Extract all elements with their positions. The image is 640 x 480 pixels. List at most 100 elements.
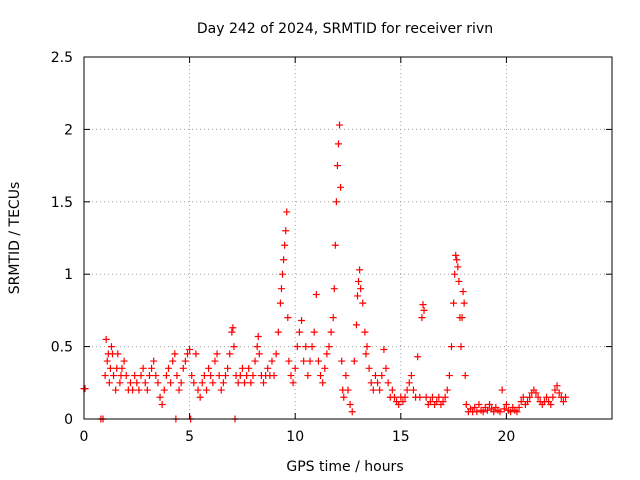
data-point [450,299,458,307]
data-point [517,398,525,406]
chart-title: Day 242 of 2024, SRMTID for receiver riv… [197,21,493,37]
data-point [532,389,540,397]
data-point [439,398,447,406]
data-point [260,379,268,387]
data-point [198,379,206,387]
data-point [420,306,428,314]
data-point [502,401,510,409]
data-point [277,285,285,293]
data-point [241,379,249,387]
data-point [362,350,370,358]
data-point [457,343,465,351]
y-tick-label: 0 [64,412,73,428]
data-point [382,364,390,372]
data-point [327,328,335,336]
data-point [473,408,481,416]
data-point [407,372,415,380]
data-point [285,357,293,365]
data-point [295,328,303,336]
data-point [433,398,441,406]
data-point [388,386,396,394]
data-point [245,364,253,372]
data-point [363,343,371,351]
data-point [453,256,461,264]
data-point [452,251,460,259]
data-point [177,379,185,387]
data-point [120,357,128,365]
data-point [272,350,280,358]
data-point [283,208,291,216]
data-point [338,357,346,365]
data-point [337,183,345,191]
data-point [460,299,468,307]
data-point [380,345,388,353]
data-point [186,345,194,353]
data-point [150,357,158,365]
data-point [519,393,527,401]
data-point [496,408,504,416]
data-point [255,350,263,358]
data-point [555,389,563,397]
data-point [401,393,409,401]
data-point [280,256,288,264]
data-point [175,386,183,394]
data-point [486,401,494,409]
data-point [173,372,181,380]
data-point [498,386,506,394]
data-point [355,277,363,285]
data-point [291,364,299,372]
data-point [461,372,469,380]
data-point [102,335,110,343]
data-point [507,408,515,416]
data-point [390,393,398,401]
y-tick-label: 2.5 [51,50,73,66]
data-point [350,357,358,365]
data-point [110,372,118,380]
data-point [103,357,111,365]
data-point [524,398,532,406]
data-point [179,364,187,372]
data-point [459,288,467,296]
data-point [200,372,208,380]
data-point [334,140,342,148]
data-point [162,372,170,380]
data-point [306,357,314,365]
data-point [346,401,354,409]
data-point [219,379,227,387]
data-point [226,350,234,358]
data-point [289,379,297,387]
data-point [156,393,164,401]
data-points [80,121,570,423]
data-point [302,343,310,351]
data-point [279,270,287,278]
data-point [190,379,198,387]
x-tick-label: 5 [185,429,194,445]
data-point [192,350,200,358]
data-point [129,386,137,394]
data-point [455,277,463,285]
data-point [428,393,436,401]
data-point [419,301,427,309]
data-point [447,343,455,351]
data-point [282,227,290,235]
data-point [471,403,479,411]
data-point [135,386,143,394]
data-point [251,357,259,365]
x-axis-label: GPS time / hours [286,459,403,475]
data-point [547,401,555,409]
data-point [222,372,230,380]
data-point [441,393,449,401]
data-point [310,328,318,336]
data-point [243,372,251,380]
data-point [234,379,242,387]
data-point [167,379,175,387]
grid [84,57,612,419]
y-tick-label: 1.5 [51,195,73,211]
data-point [238,364,246,372]
data-point [314,357,322,365]
data-point [352,321,360,329]
data-point [158,401,166,409]
data-point [281,241,289,249]
data-point [217,386,225,394]
